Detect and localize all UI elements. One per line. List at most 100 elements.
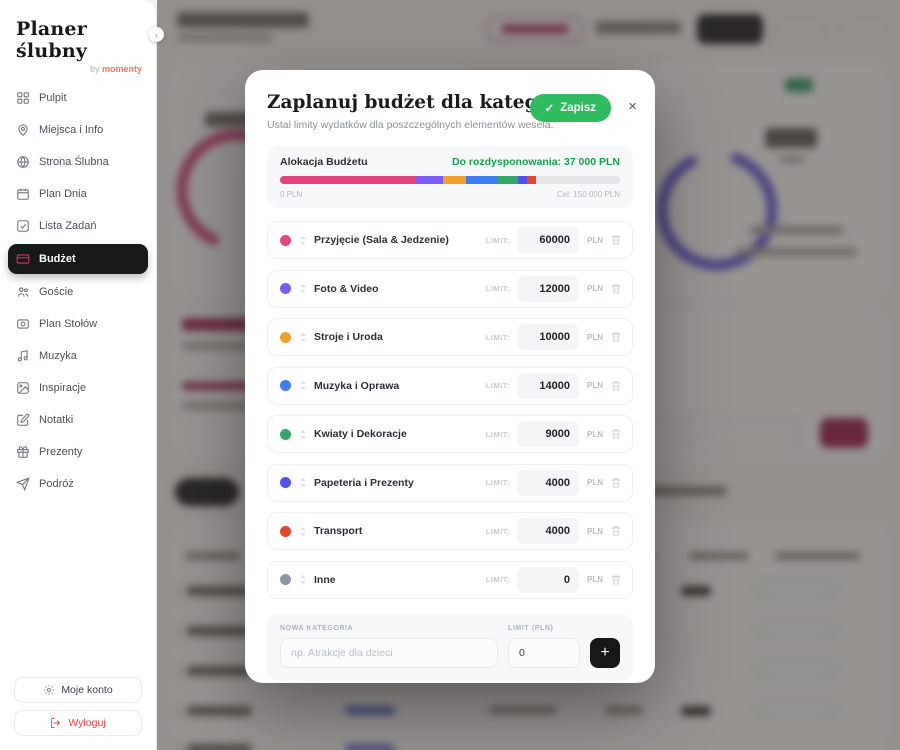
limit-label: LIMIT: [485,526,510,536]
category-row: Stroje i Uroda LIMIT: PLN [267,318,633,356]
allocation-goal: Cel: 150 000 PLN [556,190,620,199]
gear-icon [44,685,55,695]
chevron-down-icon [300,532,306,536]
sidebar-item-inspiracje[interactable]: Inspiracje [8,374,148,402]
new-category-name-label: NOWA KATEGORIA [280,624,354,632]
logout-label: Wyloguj [68,717,106,729]
users-icon [17,287,29,297]
category-color-dot[interactable] [280,428,291,440]
allocation-progress-bar [280,176,620,184]
limit-input[interactable] [517,275,579,302]
sidebar-item-strona[interactable]: Strona Ślubna [8,148,148,176]
category-row: Transport LIMIT: PLN [267,512,633,550]
sidebar-item-notatki[interactable]: Notatki [8,406,148,434]
trash-icon[interactable] [610,477,622,489]
sidebar-item-muzyka[interactable]: Muzyka [8,342,148,370]
logout-button[interactable]: Wyloguj [14,710,142,736]
sidebar-item-label: Pulpit [39,92,67,104]
sidebar-item-goscie[interactable]: Goście [8,278,148,306]
allocation-label: Alokacja Budżetu [280,156,368,168]
reorder-stepper[interactable] [300,478,306,487]
sidebar-item-label: Plan Dnia [39,188,87,200]
limit-input[interactable] [517,372,579,399]
sidebar-item-plan-stolow[interactable]: Plan Stołów [8,310,148,338]
image-icon [17,382,29,394]
sidebar-item-miejsca[interactable]: Miejsca i Info [8,116,148,144]
limit-input[interactable] [517,324,579,350]
sidebar-item-budzet[interactable]: Budżet [8,244,148,274]
sidebar-item-label: Plan Stołów [39,318,98,330]
category-name: Papeteria i Prezenty [314,476,414,489]
sidebar-item-podroz[interactable]: Podróż [8,470,148,498]
trash-icon[interactable] [610,380,622,392]
limit-input[interactable] [517,518,579,544]
app-logo: Planer ślubny [16,18,88,62]
chevron-up-icon [300,381,306,384]
category-name: Inne [314,573,336,586]
my-account-button[interactable]: Moje konto [14,677,142,703]
reorder-stepper[interactable] [300,332,306,342]
save-button[interactable]: ✓ Zapisz [529,94,611,122]
allocation-segment [280,176,416,184]
reorder-stepper[interactable] [300,381,306,390]
category-color-dot[interactable] [280,380,291,391]
limit-input[interactable] [517,469,579,496]
close-icon[interactable]: × [628,98,637,115]
currency-label: PLN [587,429,603,439]
category-color-dot[interactable] [280,477,291,488]
category-name: Foto & Video [314,282,379,295]
reorder-stepper[interactable] [300,429,306,439]
sidebar-item-lista-zadan[interactable]: Lista Zadań [8,212,148,240]
chevron-down-icon [300,290,306,293]
category-row: Papeteria i Prezenty LIMIT: PLN [267,463,633,502]
sidebar: Planer ślubny by momenty Pulpit Miejsca … [0,0,157,750]
allocation-segment [443,176,466,184]
trash-icon[interactable] [610,283,622,295]
category-color-dot[interactable] [280,283,291,294]
currency-label: PLN [587,235,603,245]
category-list: Przyjęcie (Sala & Jedzenie) LIMIT: PLN F… [267,221,633,599]
add-category-button[interactable]: + [590,637,620,668]
category-name: Transport [314,525,363,537]
music-icon [17,350,28,362]
category-color-dot[interactable] [280,234,291,246]
limit-input[interactable] [517,566,579,593]
limit-input[interactable] [517,227,579,253]
modal-subtitle: Ustal limity wydatków dla poszczególnych… [267,119,554,131]
trash-icon[interactable] [610,525,622,537]
currency-label: PLN [587,526,603,536]
logo-by: by [89,64,100,74]
sidebar-item-label: Muzyka [39,350,77,362]
new-category-limit-input[interactable] [508,637,580,668]
reorder-stepper[interactable] [300,526,306,536]
sidebar-collapse-button[interactable]: ‹ [149,27,164,42]
category-color-dot[interactable] [280,525,291,537]
category-row: Kwiaty i Dekoracje LIMIT: PLN [267,415,633,453]
checklist-icon [17,220,29,232]
reorder-stepper[interactable] [300,284,306,293]
limit-input[interactable] [517,421,579,447]
reorder-stepper[interactable] [300,235,306,245]
allocation-segment [497,176,518,184]
sidebar-item-plan-dnia[interactable]: Plan Dnia [8,180,148,208]
limit-label: LIMIT: [485,332,510,342]
note-edit-icon [17,413,30,426]
chevron-left-icon: ‹ [155,29,158,40]
reorder-stepper[interactable] [300,575,306,584]
trash-icon[interactable] [610,428,622,440]
limit-label: LIMIT: [485,235,510,245]
new-category-name-input[interactable] [280,637,498,668]
category-color-dot[interactable] [280,331,291,343]
allocation-segment [416,176,444,184]
allocation-segment [465,176,498,184]
category-name: Muzyka i Oprawa [314,379,400,392]
trash-icon[interactable] [610,331,622,343]
trash-icon[interactable] [610,234,622,246]
my-account-label: Moje konto [61,684,113,696]
category-color-dot[interactable] [280,574,291,585]
sidebar-item-pulpit[interactable]: Pulpit [8,84,148,112]
chevron-down-icon [300,581,306,584]
sidebar-item-prezenty[interactable]: Prezenty [8,438,148,466]
trash-icon[interactable] [610,574,622,586]
plane-icon [16,477,30,491]
